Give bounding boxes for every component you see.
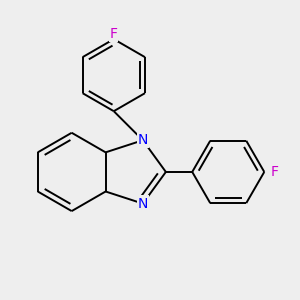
Text: N: N [138, 196, 148, 211]
Text: F: F [110, 27, 118, 41]
Text: F: F [271, 165, 278, 179]
Text: N: N [138, 133, 148, 147]
